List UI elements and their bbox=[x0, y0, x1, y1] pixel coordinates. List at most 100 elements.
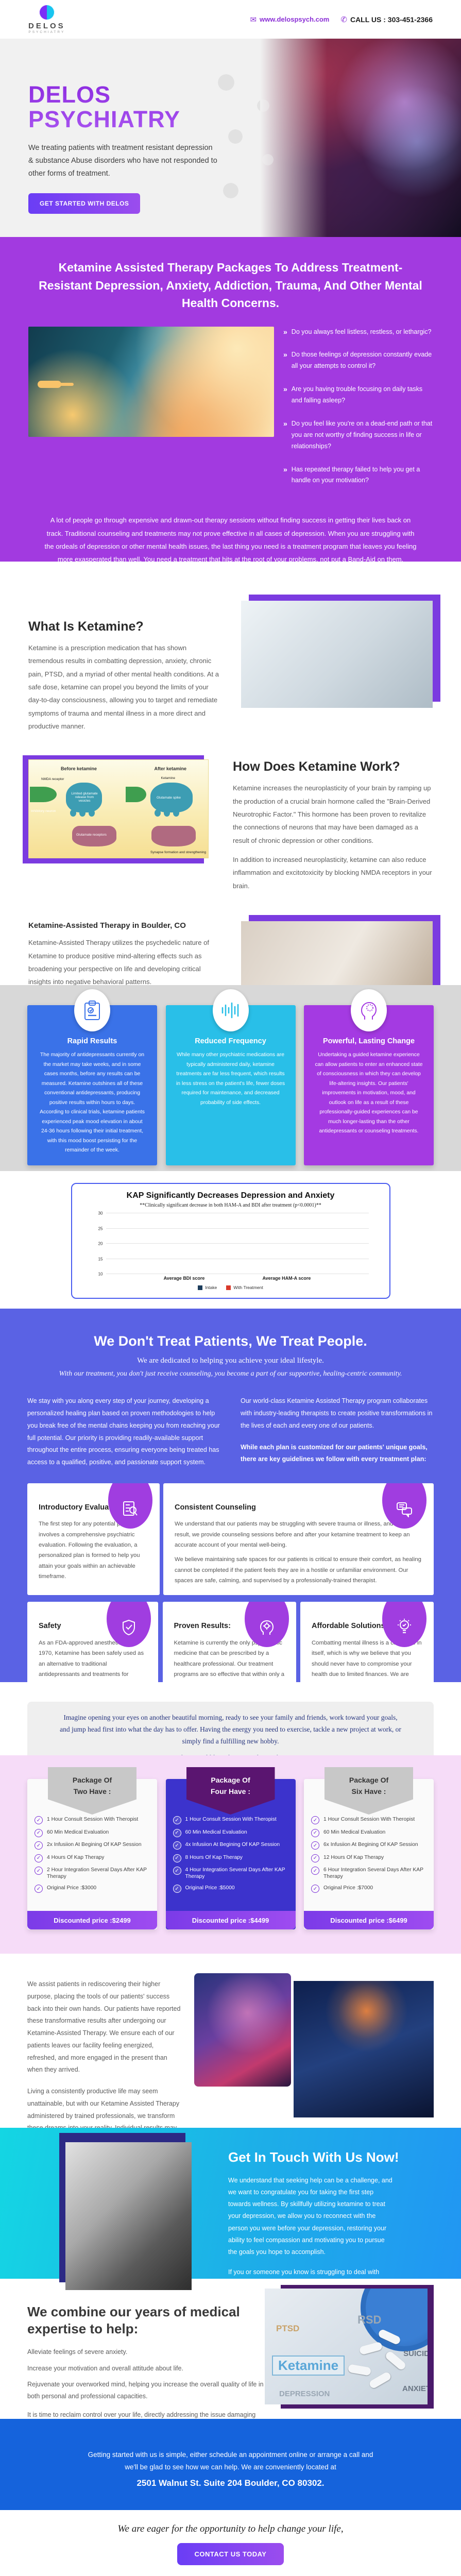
expertise-heading: We combine our years of medical expertis… bbox=[27, 2304, 240, 2336]
call-number[interactable]: CALL US : 303-451-2366 bbox=[350, 15, 433, 24]
footer-tagline: We are eager for the opportunity to help… bbox=[117, 2523, 344, 2534]
plan-text: The first step for any potential patient… bbox=[39, 1521, 140, 1580]
package-item: ✓ 8 Hours Of Kap Therapy bbox=[173, 1854, 288, 1862]
brain-dna-image bbox=[194, 1973, 291, 2087]
contact-us-button[interactable]: CONTACT US TODAY bbox=[177, 2543, 284, 2565]
lab-researchers-photo bbox=[241, 601, 433, 708]
package-item: ✓ 2x Infusiion At Begining Of KAP Session bbox=[35, 1841, 150, 1850]
location-section: Getting started with us is simple, eithe… bbox=[0, 2419, 461, 2510]
diagram-inhibitory-neuron-after bbox=[126, 787, 146, 803]
synapse-diagram-frame: Before ketamine After ketamine NMDA rece… bbox=[23, 755, 209, 864]
chart-ytick-label: 20 bbox=[98, 1241, 103, 1246]
chart-gridline bbox=[106, 1228, 369, 1229]
package-price-bar[interactable]: Discounted price :$2499 bbox=[27, 1911, 157, 1929]
logo-brand-text: DELOS bbox=[28, 21, 65, 30]
check-icon: ✓ bbox=[35, 1828, 43, 1837]
package-item: ✓ 1 Hour Consult Session With Theropist bbox=[35, 1816, 150, 1824]
check-icon: ✓ bbox=[35, 1816, 43, 1824]
chart-plot bbox=[106, 1213, 369, 1274]
hero-subtitle: We treating patients with treatment resi… bbox=[28, 144, 217, 178]
head-gear-icon bbox=[244, 1602, 289, 1648]
intro-paragraph: A lot of people go through expensive and… bbox=[44, 516, 417, 564]
what-paragraph: Ketamine is a prescription medication th… bbox=[28, 644, 219, 731]
hero-section: DELOS PSYCHIATRY We treating patients wi… bbox=[0, 39, 461, 237]
benefit-text: Undertaking a guided ketamine experience… bbox=[315, 1052, 423, 1134]
plan-title: Consistent Counseling bbox=[175, 1503, 256, 1512]
lab-photo-frame bbox=[241, 595, 440, 708]
diagram-inhibitory-neuron bbox=[30, 787, 57, 803]
website-link[interactable]: ✉ www.delospsych.com bbox=[250, 15, 329, 24]
word-ptsd: PTSD bbox=[276, 2324, 300, 2333]
check-icon: ✓ bbox=[173, 1816, 181, 1824]
chevron-bullet-icon: » bbox=[283, 327, 287, 336]
brain-logo-icon bbox=[39, 4, 55, 20]
benefit-text: The majority of antidepressants currentl… bbox=[40, 1052, 145, 1154]
benefit-card-rapid-results: Rapid Results The majority of antidepres… bbox=[27, 989, 157, 1165]
chevron-bullet-icon: » bbox=[283, 419, 287, 428]
get-in-touch-section: Get In Touch With Us Now! We understand … bbox=[0, 2128, 461, 2314]
rediscover-paragraph-1: We assist patients in rediscovering thei… bbox=[27, 1980, 181, 2074]
call-link[interactable]: ✆ CALL US : 303-451-2366 bbox=[340, 15, 433, 24]
chart-x-label: Average HAM-A score bbox=[262, 1276, 311, 1281]
package-item: ✓ 60 Min Medical Evaluation bbox=[311, 1828, 426, 1837]
shield-check-icon bbox=[107, 1602, 151, 1648]
diagram-presynapse-after bbox=[150, 783, 193, 817]
check-icon: ✓ bbox=[311, 1828, 319, 1837]
phone-icon: ✆ bbox=[340, 15, 347, 24]
chart-legend-item: With Treatment bbox=[226, 1285, 263, 1290]
benefit-title: Rapid Results bbox=[67, 1037, 117, 1045]
plan-text: We understand that our patients may be s… bbox=[175, 1521, 410, 1549]
package-price-bar[interactable]: Discounted price :$6499 bbox=[304, 1911, 434, 1929]
ketamine-word-collage-image: PTSD RSD Ketamine DEPRESSION SUICIDE ANX… bbox=[265, 2289, 428, 2404]
package-item: ✓ 4 Hours Of Kap Therapy bbox=[35, 1854, 150, 1862]
check-icon: ✓ bbox=[173, 1885, 181, 1893]
website-url[interactable]: www.delospsych.com bbox=[260, 15, 330, 23]
chevron-bullet-icon: » bbox=[283, 385, 287, 394]
diagram-presynapse-before bbox=[66, 783, 102, 817]
expertise-item: Rejuvenate your overworked mind, helping… bbox=[27, 2381, 264, 2400]
check-icon: ✓ bbox=[35, 1867, 43, 1875]
symptom-bullet: » Do those feelings of depression constan… bbox=[283, 349, 433, 372]
hero-fade bbox=[260, 39, 327, 237]
imagine-paragraph: Imagine opening your eyes on another bea… bbox=[60, 1714, 401, 1745]
packages-section: Package Of Two Have : ✓ 1 Hour Consult Se… bbox=[0, 1755, 461, 1954]
get-started-button[interactable]: GET STARTED WITH DELOS bbox=[28, 193, 141, 214]
benefits-section: Rapid Results The majority of antidepres… bbox=[0, 985, 461, 1171]
plan-text: We believe maintaining safe spaces for o… bbox=[175, 1556, 421, 1584]
package-price-bar[interactable]: Discounted price :$4499 bbox=[165, 1911, 296, 1929]
plan-title: Introductory Evaluation bbox=[39, 1503, 123, 1512]
chart-card: KAP Significantly Decreases Depression a… bbox=[71, 1183, 390, 1299]
package-item: ✓ Original Price :$7000 bbox=[311, 1885, 426, 1893]
package-item: ✓ 60 Min Medical Evaluation bbox=[173, 1828, 288, 1837]
chart-section: KAP Significantly Decreases Depression a… bbox=[0, 1171, 461, 1309]
info-section: What Is Ketamine? Ketamine is a prescrip… bbox=[0, 562, 461, 1092]
logo[interactable]: DELOS PSYCHIATRY bbox=[28, 4, 65, 35]
psychedelic-illustration bbox=[28, 326, 274, 437]
word-rsd: RSD bbox=[357, 2313, 382, 2326]
word-anxiety: ANXIETY bbox=[402, 2384, 428, 2393]
location-line-1: Getting started with us is simple, eithe… bbox=[88, 2451, 373, 2459]
treat-right-bold: While each plan is customized for our pa… bbox=[241, 1443, 428, 1463]
head-brain-icon bbox=[351, 989, 387, 1031]
plan-title: Safety bbox=[39, 1622, 61, 1631]
hero-title-line1: DELOS bbox=[28, 81, 111, 108]
symptom-bullet: » Has repeated therapy failed to help you… bbox=[283, 464, 433, 487]
chart-y-axis: 10 15 20 25 30 bbox=[93, 1211, 106, 1277]
package-item: ✓ 2 Hour Integration Several Days After K… bbox=[35, 1867, 150, 1880]
what-is-ketamine-row: What Is Ketamine? Ketamine is a prescrip… bbox=[28, 595, 440, 733]
package-item: ✓ 1 Hour Consult Session With Theropist bbox=[173, 1816, 288, 1824]
chart-subtitle: **Clinically significant decrease in bot… bbox=[140, 1202, 321, 1208]
check-icon: ✓ bbox=[35, 1885, 43, 1893]
diagram-receptors-after bbox=[151, 826, 196, 847]
chart-ytick-label: 10 bbox=[98, 1272, 103, 1277]
chat-bubbles-icon bbox=[382, 1483, 426, 1529]
package-item: ✓ Original Price :$3000 bbox=[35, 1885, 150, 1893]
check-icon: ✓ bbox=[173, 1828, 181, 1837]
treat-heading: We Don't Treat Patients, We Treat People… bbox=[94, 1333, 367, 1349]
legend-label: Intake bbox=[205, 1285, 217, 1290]
how-paragraph-2: In addition to increased neuroplasticity… bbox=[233, 856, 432, 890]
treat-people-section: We Don't Treat Patients, We Treat People… bbox=[0, 1309, 461, 1752]
treat-left-paragraph: We stay with you along every step of you… bbox=[27, 1397, 220, 1466]
diagram-receptors-before bbox=[72, 826, 116, 847]
check-icon: ✓ bbox=[35, 1841, 43, 1850]
